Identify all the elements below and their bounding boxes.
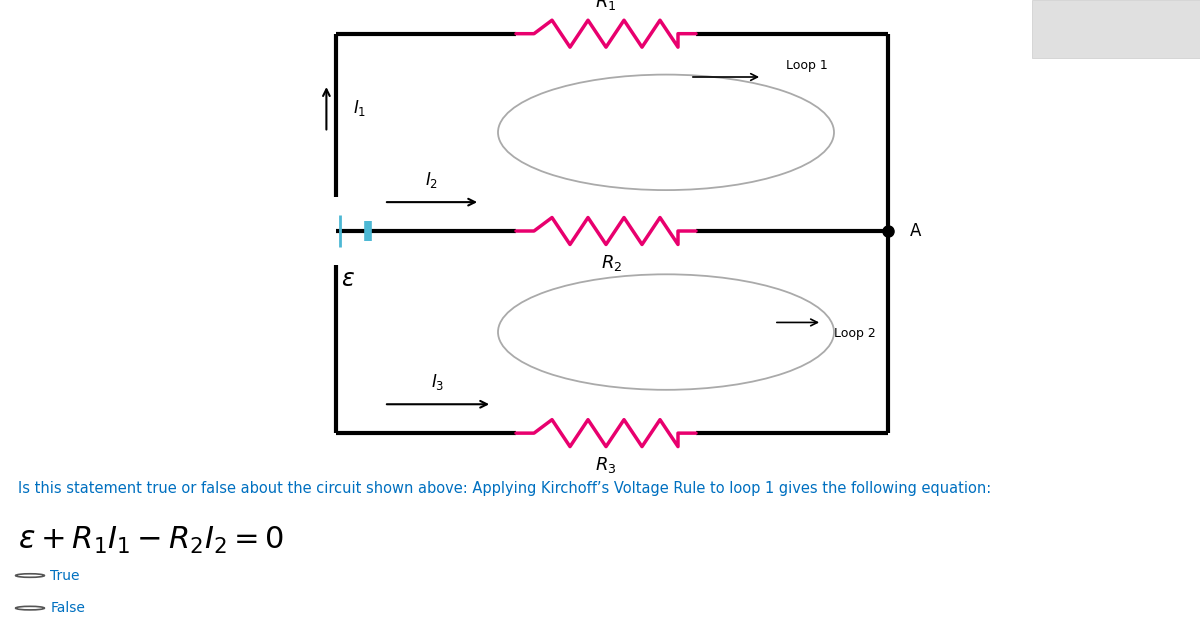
Text: $R_1$: $R_1$ <box>595 0 617 12</box>
Text: True: True <box>50 568 80 582</box>
Bar <box>1032 0 1200 58</box>
Text: $I_2$: $I_2$ <box>426 170 438 190</box>
Text: $\varepsilon$: $\varepsilon$ <box>341 267 355 291</box>
Text: $I_3$: $I_3$ <box>431 372 445 392</box>
Text: False: False <box>50 601 85 615</box>
Text: $I_1$: $I_1$ <box>353 98 366 118</box>
Text: $R_2$: $R_2$ <box>601 253 623 273</box>
Text: $R_3$: $R_3$ <box>595 455 617 475</box>
Text: Is this statement true or false about the circuit shown above: Applying Kirchoff: Is this statement true or false about th… <box>18 481 991 496</box>
Text: A: A <box>910 222 920 240</box>
Text: Loop 2: Loop 2 <box>834 327 876 340</box>
Text: $\varepsilon + R_1I_1 - R_2I_2 = 0$: $\varepsilon + R_1I_1 - R_2I_2 = 0$ <box>18 525 284 557</box>
Text: Loop 1: Loop 1 <box>786 59 828 72</box>
